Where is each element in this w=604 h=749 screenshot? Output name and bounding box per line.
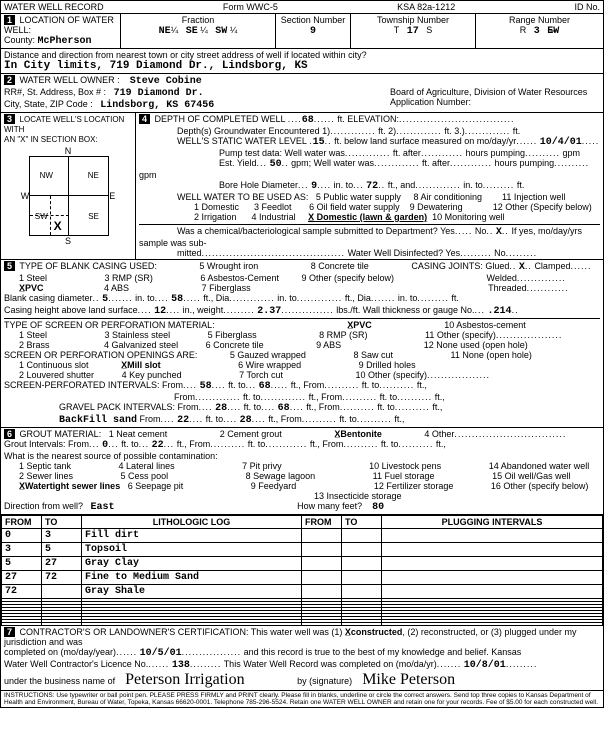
form-container: WATER WELL RECORD Form WWC-5 KSA 82a-121… <box>0 0 604 708</box>
section-num-7: 7 <box>4 627 15 637</box>
direction-value: In City limits, 719 Diamond Dr., Lindsbo… <box>4 60 308 72</box>
county-label: County: <box>4 35 35 45</box>
id-label: ID No. <box>574 2 600 12</box>
form-num: Form WWC-5 <box>223 2 278 12</box>
township: 17 <box>407 26 419 37</box>
f3: SW <box>215 26 227 37</box>
f1: NE <box>159 26 171 37</box>
direction-row: Distance and direction from nearest town… <box>1 49 603 74</box>
app-label: Application Number: <box>390 97 471 107</box>
an-x: AN "X" IN SECTION BOX: <box>4 135 98 144</box>
table-row: 35Topsoil <box>2 543 603 557</box>
section-num-value: 9 <box>310 26 316 37</box>
township-label: Township Number <box>377 15 449 25</box>
section-3-4: 3 LOCATE WELL'S LOCATION WITH AN "X" IN … <box>1 113 603 260</box>
section-2-owner: 2 WATER WELL OWNER : Steve Cobine RR#, S… <box>1 74 603 113</box>
county-value: McPherson <box>38 36 92 47</box>
range-label: Range Number <box>509 15 570 25</box>
static-date: 10/4/01 <box>540 137 582 148</box>
depth-label: DEPTH OF COMPLETED WELL <box>155 114 286 124</box>
x-mark: X <box>54 219 62 233</box>
locate-label: LOCATE WELL'S LOCATION WITH <box>4 115 124 134</box>
section-num-4: 4 <box>139 114 150 124</box>
owner-label: WATER WELL OWNER : <box>20 75 120 85</box>
title: WATER WELL RECORD <box>4 2 104 12</box>
direction-label: Distance and direction from nearest town… <box>4 50 367 60</box>
range: 3 <box>534 26 540 37</box>
footer-instructions: INSTRUCTIONS: Use typewriter or ball poi… <box>1 691 603 707</box>
table-row: 03Fill dirt <box>2 529 603 543</box>
section-num-label: Section Number <box>281 15 346 25</box>
csz: Lindsborg, KS 67456 <box>100 100 214 111</box>
section-num-5: 5 <box>4 261 15 271</box>
addr-label: RR#, St. Address, Box # : <box>4 87 106 97</box>
section-box: NW NE SW SE X <box>29 156 109 236</box>
fraction-label: Fraction <box>182 15 215 25</box>
csz-label: City, State, ZIP Code : <box>4 99 93 109</box>
section-num-1: 1 <box>4 15 15 25</box>
owner-name: Steve Cobine <box>130 76 202 87</box>
board: Board of Agriculture, Division of Water … <box>390 87 587 97</box>
section-num-2: 2 <box>4 75 15 85</box>
lithologic-log-table: FROM TO LITHOLOGIC LOG FROM TO PLUGGING … <box>1 515 603 626</box>
section-num-3: 3 <box>4 114 15 124</box>
section-7-cert: 7 CONTRACTOR'S OR LANDOWNER'S CERTIFICAT… <box>1 626 603 691</box>
location-label: LOCATION OF WATER WELL: <box>4 15 114 35</box>
section-1-location: 1 LOCATION OF WATER WELL: County: McPher… <box>1 14 603 49</box>
form-header: WATER WELL RECORD Form WWC-5 KSA 82a-121… <box>1 1 603 14</box>
f2: SE <box>186 26 198 37</box>
depth-completed: 68 <box>302 115 314 126</box>
section-5-casing: 5 TYPE OF BLANK CASING USED: 5 Wrought i… <box>1 260 603 428</box>
signature: Mike Peterson <box>362 671 455 688</box>
table-row: 2772Fine to Medium Sand <box>2 571 603 585</box>
section-6-grout: 6 GROUT MATERIAL: 1 Neat cement 2 Cement… <box>1 428 603 515</box>
addr: 719 Diamond Dr. <box>114 88 204 99</box>
section-num-6: 6 <box>4 429 15 439</box>
business-name: Peterson Irrigation <box>125 671 245 688</box>
ksa: KSA 82a-1212 <box>397 2 455 12</box>
table-row: 527Gray Clay <box>2 557 603 571</box>
table-row: 72Gray Shale <box>2 585 603 599</box>
